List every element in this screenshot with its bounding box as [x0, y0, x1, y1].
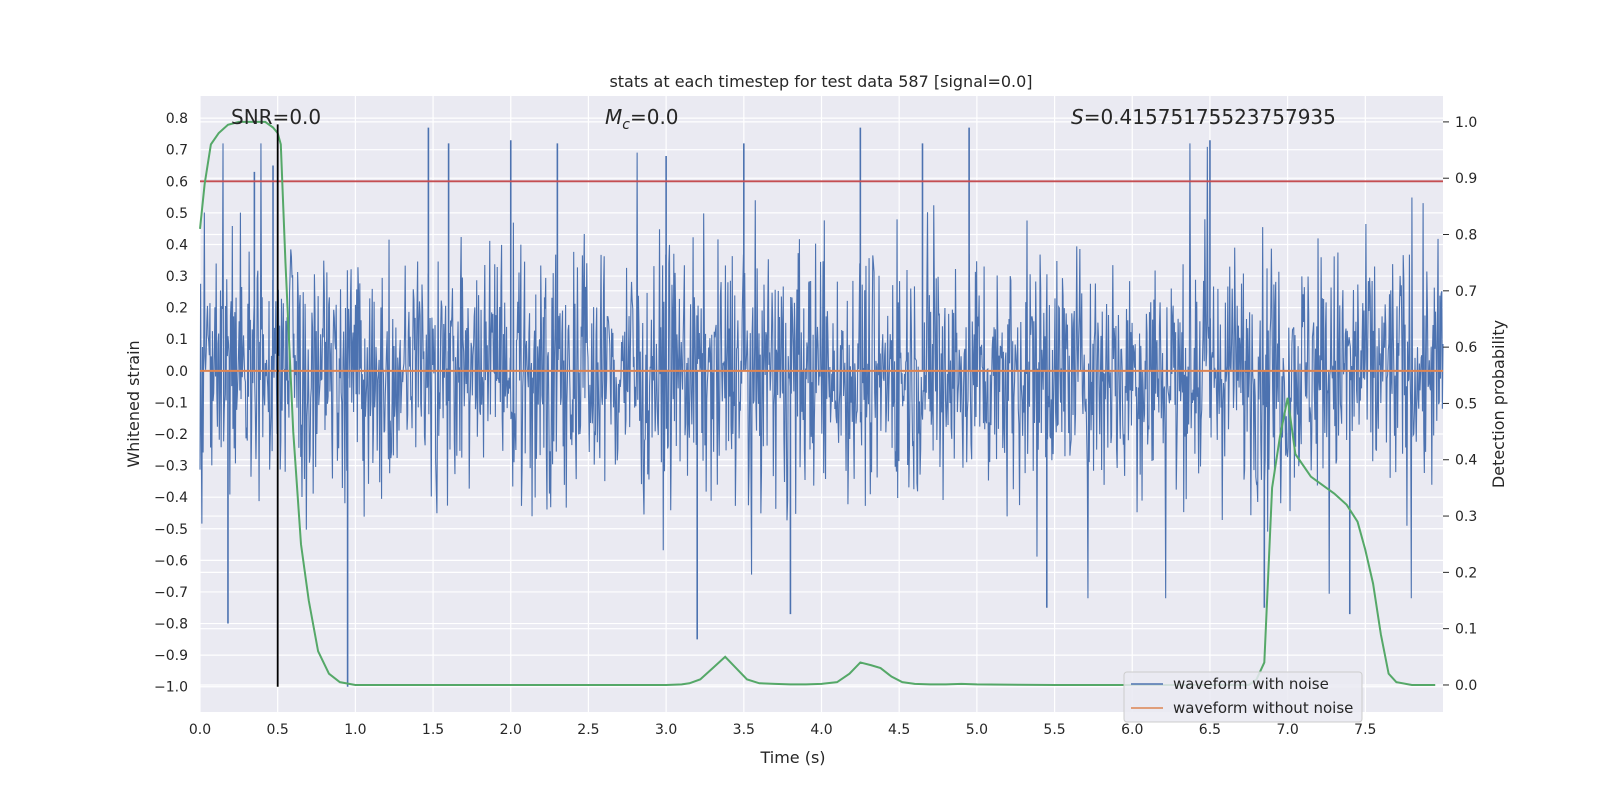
- y2-axis-label: Detection probability: [1489, 320, 1508, 488]
- legend: waveform with noise waveform without noi…: [1123, 671, 1363, 723]
- y2-tick-label: 0.9: [1455, 171, 1477, 187]
- x-tick-label: 0.5: [267, 722, 289, 738]
- y-tick-label: −0.5: [154, 522, 188, 538]
- x-tick-label: 3.5: [733, 722, 755, 738]
- y2-tick-label: 0.4: [1455, 453, 1477, 469]
- snr-annotation: SNR=0.0: [231, 105, 321, 129]
- y-tick-label: −0.9: [154, 648, 188, 664]
- x-axis-label: Time (s): [759, 748, 825, 767]
- x-tick-label: 5.0: [966, 722, 988, 738]
- y2-tick-label: 1.0: [1455, 115, 1477, 131]
- chart-title: stats at each timestep for test data 587…: [609, 72, 1032, 91]
- y-tick-label: −0.4: [154, 490, 188, 506]
- x-tick-label: 5.5: [1043, 722, 1065, 738]
- y-tick-label: 0.5: [166, 206, 188, 222]
- y-tick-label: 0.3: [166, 269, 188, 285]
- y2-tick-label: 0.2: [1455, 565, 1477, 581]
- y-tick-label: 0.7: [166, 143, 188, 159]
- y-tick-label: 0.8: [166, 111, 188, 127]
- snr-value: 0.0: [289, 105, 321, 129]
- x-tick-label: 2.5: [577, 722, 599, 738]
- y-tick-label: −0.3: [154, 459, 188, 475]
- y2-axis-ticks: 1.0 0.9 0.8 0.7 0.6 0.5 0.4 0.3 0.2 0.1 0.0: [1443, 115, 1477, 694]
- y-tick-label: −1.0: [154, 680, 188, 696]
- x-tick-label: 3.0: [655, 722, 677, 738]
- x-tick-label: 2.0: [500, 722, 522, 738]
- x-tick-label: 1.5: [422, 722, 444, 738]
- x-tick-label: 4.5: [888, 722, 910, 738]
- y-tick-label: −0.2: [154, 427, 188, 443]
- y2-tick-label: 0.5: [1455, 396, 1477, 412]
- s-symbol: S: [1071, 105, 1084, 129]
- noise-waveform: [199, 127, 1444, 687]
- y-tick-label: 0.2: [166, 301, 188, 317]
- y-tick-label: −0.1: [154, 395, 188, 411]
- x-tick-label: 6.0: [1121, 722, 1143, 738]
- legend-label-noise: waveform with noise: [1173, 675, 1329, 693]
- s-value: =0.41575175523757935: [1084, 105, 1336, 129]
- mc-symbol: M: [605, 105, 622, 129]
- x-axis-ticks: 0.0 0.5 1.0 1.5 2.0 2.5 3.0 3.5 4.0 4.5 5.0 5.5 6.0 6…: [189, 722, 1377, 738]
- y-tick-label: 0.4: [166, 237, 188, 253]
- x-tick-label: 6.5: [1199, 722, 1221, 738]
- mc-value: =0.0: [630, 105, 679, 129]
- legend-label-clean: waveform without noise: [1173, 699, 1353, 717]
- mc-annotation: Mc=0.0: [605, 105, 679, 133]
- y2-tick-label: 0.7: [1455, 284, 1477, 300]
- detection-probability-line: [199, 120, 1436, 686]
- y2-tick-label: 0.1: [1455, 622, 1477, 638]
- y2-tick-label: 0.6: [1455, 340, 1477, 356]
- y2-tick-label: 0.8: [1455, 228, 1477, 244]
- y-tick-label: −0.7: [154, 585, 188, 601]
- y2-tick-label: 0.0: [1455, 678, 1477, 694]
- x-tick-label: 7.0: [1276, 722, 1298, 738]
- snr-prefix: SNR=: [231, 105, 289, 129]
- noise-waveform-path: [199, 143, 1444, 599]
- x-tick-label: 7.5: [1354, 722, 1376, 738]
- y-tick-label: 0.0: [166, 364, 188, 380]
- s-annotation: S=0.41575175523757935: [1071, 105, 1336, 129]
- y-axis-ticks: 0.8 0.7 0.6 0.5 0.4 0.3 0.2 0.1 0.0 −0.1 −0.2 −0.3 −…: [154, 111, 188, 696]
- y-tick-label: −0.6: [154, 553, 188, 569]
- y-axis-label: Whitened strain: [124, 340, 143, 467]
- y2-tick-label: 0.3: [1455, 509, 1477, 525]
- x-tick-label: 0.0: [189, 722, 211, 738]
- y-tick-label: −0.8: [154, 617, 188, 633]
- y-tick-label: 0.1: [166, 332, 188, 348]
- mc-subscript: c: [622, 117, 630, 133]
- legend-box: [1123, 671, 1363, 723]
- line-series: [199, 120, 1443, 687]
- x-tick-label: 1.0: [344, 722, 366, 738]
- x-tick-label: 4.0: [810, 722, 832, 738]
- y-tick-label: 0.6: [166, 174, 188, 190]
